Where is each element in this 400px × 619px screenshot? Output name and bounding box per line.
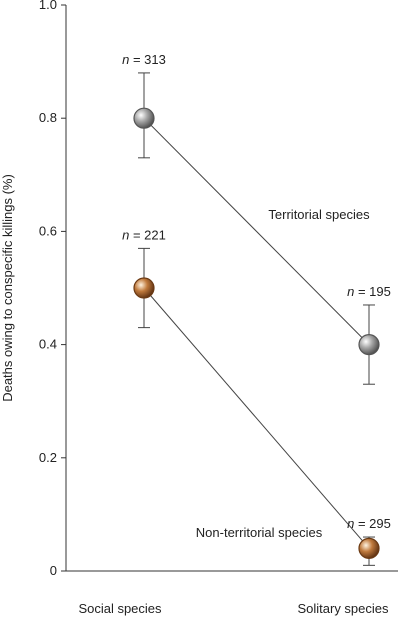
- x-category-social: Social species: [78, 601, 162, 616]
- y-tick-label: 0.2: [39, 450, 57, 465]
- data-point: [133, 107, 155, 129]
- series-territorial: n = 313 n = 195: [122, 52, 391, 385]
- series-annotation: Non-territorial species: [196, 525, 323, 540]
- n-label: n = 221: [122, 227, 166, 242]
- y-tick-label: 1.0: [39, 0, 57, 12]
- series-annotation: Territorial species: [268, 207, 370, 222]
- y-axis-title: Deaths owing to conspecific killings (%): [0, 174, 15, 402]
- y-ticks: 0 0.2 0.4 0.6 0.8 1.0: [39, 0, 66, 578]
- data-point: [133, 277, 155, 299]
- series-line: [143, 287, 370, 549]
- n-label: n = 313: [122, 52, 166, 67]
- series-non-territorial: n = 221 n = 295: [122, 227, 391, 566]
- n-label: n = 295: [347, 516, 391, 531]
- data-point: [358, 334, 380, 356]
- x-category-solitary: Solitary species: [297, 601, 389, 616]
- series-layer: n = 313 n = 195 n = 221 n = 295 Territorial …: [122, 52, 391, 566]
- y-tick-label: 0.6: [39, 223, 57, 238]
- n-label: n = 195: [347, 284, 391, 299]
- y-tick-label: 0: [50, 563, 57, 578]
- data-point: [358, 537, 380, 559]
- series-line: [143, 117, 370, 345]
- y-tick-label: 0.4: [39, 337, 57, 352]
- y-tick-label: 0.8: [39, 110, 57, 125]
